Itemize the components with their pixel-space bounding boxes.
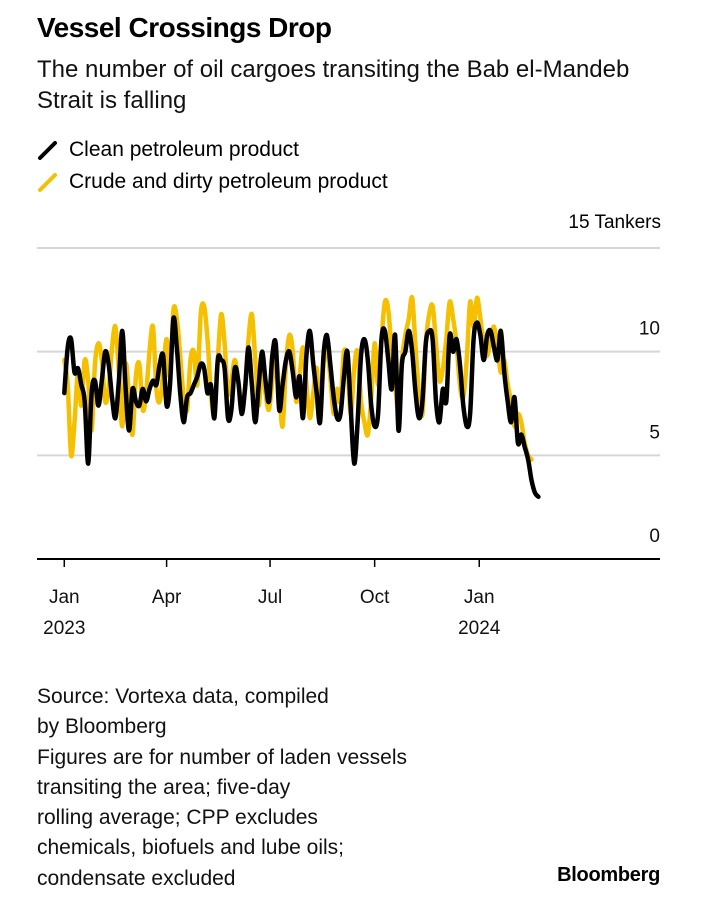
x-tick-label: Jul xyxy=(258,587,282,608)
source-line: Figures are for number of laden vessels xyxy=(37,745,408,769)
line-chart: 0 5 10 Jan 2023 Apr Jul Oct Jan 2024 xyxy=(37,247,660,639)
line-swatch-icon xyxy=(37,139,59,161)
x-tick-label: Jan xyxy=(464,587,495,608)
legend-item-clean: Clean petroleum product xyxy=(37,134,388,166)
y-tick-label: 10 xyxy=(639,319,660,340)
source-line: by Bloomberg xyxy=(37,715,167,739)
legend-item-crude: Crude and dirty petroleum product xyxy=(37,166,388,198)
source-line: condensate excluded xyxy=(37,866,236,890)
source-line: chemicals, biofuels and lube oils; xyxy=(37,836,345,860)
bloomberg-logo: Bloomberg xyxy=(557,864,660,886)
chart-title: Vessel Crossings Drop xyxy=(37,12,332,43)
y-tick-label: 0 xyxy=(649,526,660,547)
x-tick-label: Apr xyxy=(152,587,182,608)
y-tick-label: 5 xyxy=(649,422,660,443)
legend-label: Clean petroleum product xyxy=(69,138,299,161)
x-tick-label: Jan xyxy=(49,587,80,608)
chart-subtitle: The number of oil cargoes transiting the… xyxy=(37,56,630,114)
x-tick-year-label: 2023 xyxy=(43,618,85,639)
source-line: transiting the area; five-day xyxy=(37,775,291,799)
line-swatch-icon xyxy=(37,171,59,193)
x-tick-label: Oct xyxy=(360,587,390,608)
legend: Clean petroleum product Crude and dirty … xyxy=(37,134,388,198)
source-note: Source: Vortexa data, compiled by Bloomb… xyxy=(37,682,507,894)
y-axis-ticks: 0 5 10 xyxy=(639,319,660,547)
source-line: Source: Vortexa data, compiled xyxy=(37,685,329,708)
source-line: rolling average; CPP excludes xyxy=(37,806,318,830)
legend-label: Crude and dirty petroleum product xyxy=(69,170,388,193)
y-axis-unit-label: 15 Tankers xyxy=(568,212,661,233)
series-line-clean-petroleum xyxy=(62,315,541,500)
series-lines xyxy=(62,294,541,500)
x-tick-year-label: 2024 xyxy=(458,618,501,639)
x-axis: Jan 2023 Apr Jul Oct Jan 2024 xyxy=(37,558,660,639)
